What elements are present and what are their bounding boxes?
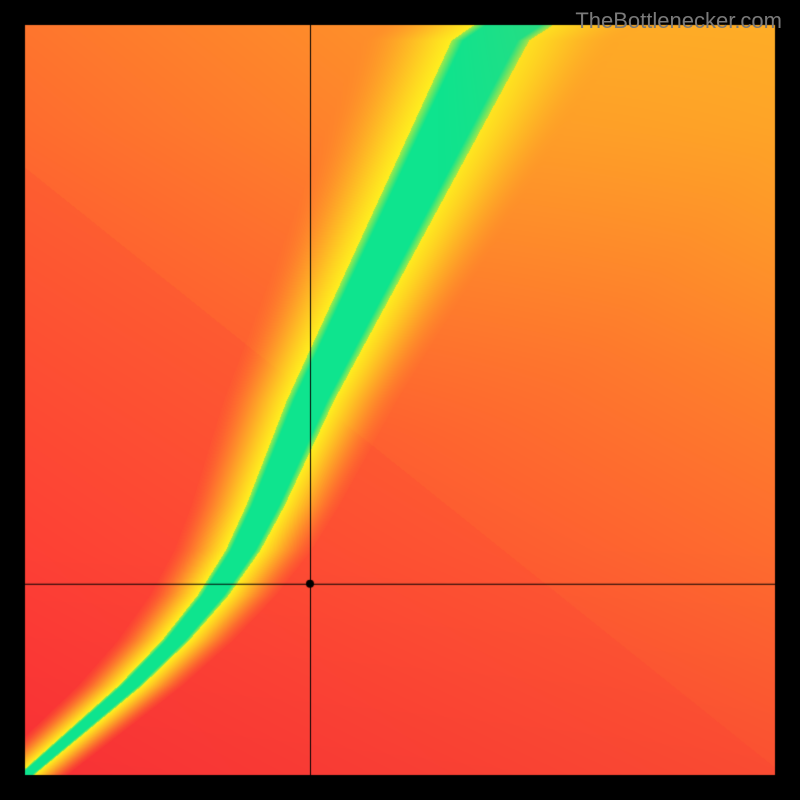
heatmap-canvas <box>0 0 800 800</box>
chart-container: TheBottlenecker.com <box>0 0 800 800</box>
watermark-text: TheBottlenecker.com <box>575 8 782 34</box>
